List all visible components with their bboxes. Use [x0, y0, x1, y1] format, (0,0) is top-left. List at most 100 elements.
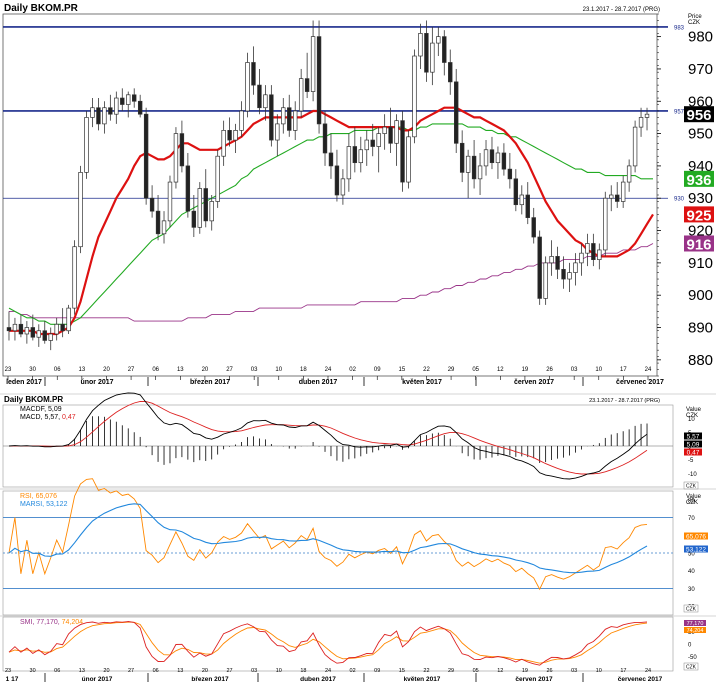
candle-body-up [465, 155, 471, 173]
candle [108, 94, 113, 121]
candle [585, 233, 590, 267]
candle [448, 49, 453, 95]
candle [424, 20, 429, 82]
x-day-label: 17 [620, 367, 627, 373]
candle-body-up [412, 55, 417, 138]
candle [54, 317, 59, 341]
candle-body-down [489, 149, 495, 164]
x-day-label: 26 [546, 367, 553, 373]
smi-badge: 74,204 [687, 628, 704, 634]
candle [227, 117, 232, 147]
x-day-label-bottom: 29 [448, 668, 454, 674]
x-day-label-bottom: 02 [350, 668, 356, 674]
candle-body-down [615, 194, 620, 202]
candle-body-up [340, 178, 346, 196]
candle-body-down [316, 36, 322, 125]
x-day-label: 13 [177, 367, 184, 373]
x-month-label: červen 2017 [514, 379, 554, 386]
candle-body-down [334, 165, 340, 196]
candle [352, 127, 358, 173]
candle [459, 130, 465, 183]
candle [167, 175, 173, 228]
candle-body-down [96, 107, 101, 125]
candle-body-up [346, 146, 352, 180]
macd-badge: 5,57 [687, 434, 700, 441]
candle [269, 85, 274, 147]
candle-body-down [6, 327, 12, 332]
candle [609, 185, 614, 212]
candle [209, 195, 214, 231]
candle [281, 98, 286, 134]
candle-body-down [352, 146, 358, 164]
svg-text:MACD, 5,57, 0,47: MACD, 5,57, 0,47 [20, 414, 76, 421]
x-day-label: 15 [399, 367, 406, 373]
x-month-label-bottom: 1 17 [6, 676, 19, 683]
candle-body-up [567, 272, 572, 280]
rsi-czk-box [683, 604, 699, 613]
price-y-tick-label: 960 [688, 93, 713, 110]
candle [12, 317, 18, 341]
candle-body-down [137, 100, 143, 115]
candle-body-down [561, 268, 566, 280]
x-month-label-bottom: květen 2017 [404, 676, 441, 683]
candle [66, 304, 71, 334]
candle-body-down [120, 97, 125, 105]
candle-body-up [78, 172, 83, 248]
candle-body-up [54, 323, 59, 335]
rsi-line [8, 478, 648, 591]
macdf-legend-value: 5,09 [48, 406, 62, 413]
candle [513, 169, 519, 212]
x-day-label-bottom: 27 [226, 668, 232, 674]
smi-badge-box [684, 627, 706, 633]
marsi-legend-value: 53,122 [46, 501, 68, 508]
candle-body-down [591, 243, 596, 260]
candle [561, 256, 566, 289]
candle-body-down [149, 197, 155, 212]
chart-title: Daily BKOM.PR [4, 3, 79, 14]
smi-czk-footer: CZK [686, 665, 697, 671]
rsi-badge-box [684, 532, 708, 540]
candle [233, 123, 238, 153]
x-day-label-bottom: 27 [128, 668, 134, 674]
candle-body-up [579, 252, 584, 264]
candle [430, 26, 435, 86]
candlesticks [6, 20, 650, 351]
candle-body-up [609, 194, 614, 199]
price-y-tick-label: 950 [688, 126, 713, 143]
candle-body-down [328, 152, 334, 167]
x-day-label: 10 [595, 367, 602, 373]
rsi-axis-title: Value [686, 494, 702, 500]
candle [215, 149, 220, 208]
x-day-label-bottom: 18 [300, 668, 306, 674]
price-y-tick-label: 900 [688, 287, 713, 304]
x-day-label-bottom: 20 [202, 668, 208, 674]
candle-body-down [185, 165, 191, 212]
candle-body-up [495, 152, 501, 164]
candle-body-up [310, 36, 316, 92]
candle-body-up [543, 262, 548, 299]
candle-body-down [537, 236, 542, 299]
candle [24, 321, 30, 344]
x-day-label-bottom: 15 [399, 668, 405, 674]
x-day-label: 09 [374, 367, 381, 373]
candle-body-down [203, 188, 208, 222]
x-month-label: červenec 2017 [616, 379, 664, 386]
candle [519, 185, 524, 215]
rsi-y-tick-label: 30 [688, 587, 695, 593]
x-day-label: 24 [645, 367, 652, 373]
candle [155, 195, 161, 241]
candle-body-up [418, 33, 423, 57]
price-badge-box [684, 106, 714, 123]
x-day-label: 12 [497, 367, 504, 373]
x-axis-price: 23 30 06 13 20 27 06 13 20 27 03 10 18 24 02 09 15 22 29 05… [5, 367, 664, 386]
macd-y-tick-label: -5 [688, 458, 694, 464]
smi-legend-value: 77,170 [36, 619, 58, 626]
x-month-label-bottom: únor 2017 [82, 676, 113, 683]
x-day-label-bottom: 17 [620, 668, 626, 674]
x-month-label: květen 2017 [402, 379, 442, 386]
x-month-label: duben 2017 [299, 379, 338, 386]
level-label-930: 930 [674, 197, 685, 203]
candle-body-up [48, 333, 53, 341]
